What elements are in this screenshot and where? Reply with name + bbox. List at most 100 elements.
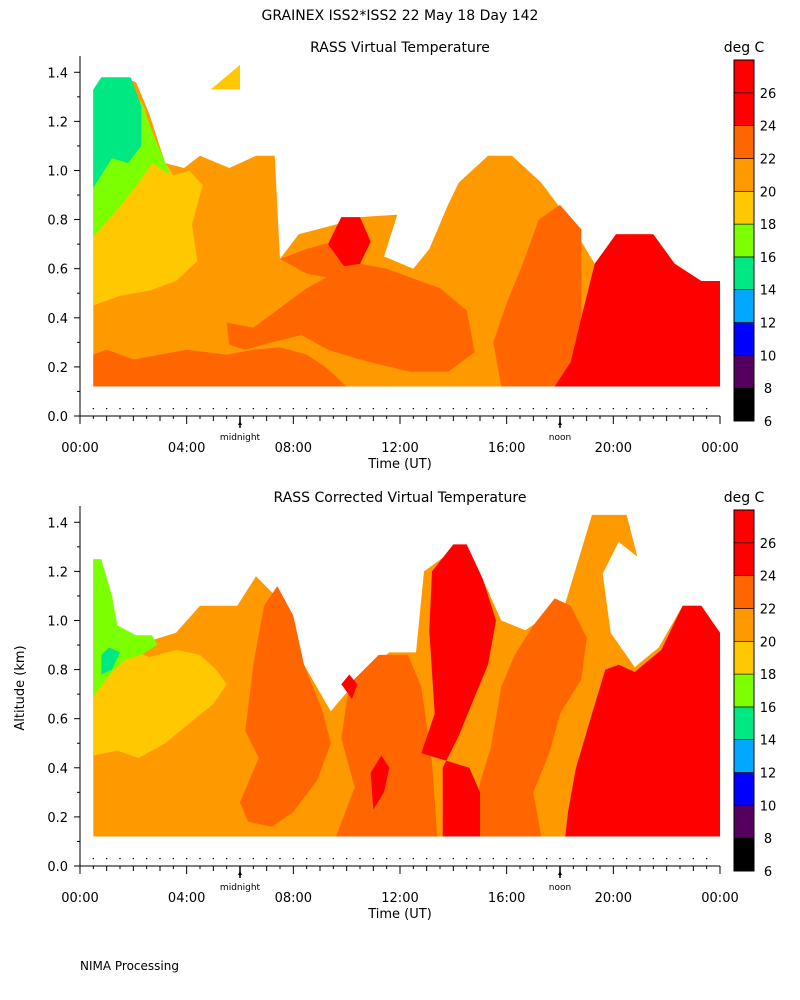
sample-dot — [705, 857, 708, 860]
x-tick-label: 20:00 — [595, 891, 632, 906]
sample-dot — [665, 857, 668, 860]
sample-dot — [265, 857, 268, 860]
sample-dot — [239, 407, 241, 410]
sample-dot — [639, 857, 641, 860]
x-tick-label: 12:00 — [381, 891, 418, 906]
colorbar-tick-label: 10 — [760, 799, 777, 814]
colorbar-band — [733, 706, 755, 741]
y-tick-label: 1.0 — [47, 164, 68, 179]
footer-note: NIMA Processing — [80, 959, 179, 973]
sample-dot — [212, 407, 215, 410]
colorbar-band — [733, 158, 755, 192]
colorbar-band — [733, 509, 755, 544]
sample-dot — [465, 857, 468, 860]
sample-dot — [132, 857, 135, 860]
temperature-region — [101, 647, 120, 675]
y-tick-label: 0.4 — [47, 312, 68, 327]
colorbar-tick-label: 16 — [760, 251, 777, 266]
temperature-region — [421, 544, 496, 837]
sample-dot — [585, 407, 588, 410]
sample-dot — [572, 407, 575, 410]
sample-dot — [705, 407, 708, 410]
y-tick-label: 1.2 — [47, 565, 68, 580]
sample-dot — [439, 857, 441, 860]
temperature-region — [328, 217, 371, 267]
y-tick-label: 1.2 — [47, 115, 68, 130]
colorbar-tick-label: 14 — [760, 734, 777, 749]
sample-dot — [492, 407, 495, 410]
colorbar-tick-label: 24 — [760, 120, 777, 135]
colorbar-band — [733, 608, 755, 642]
sample-dot — [532, 857, 535, 860]
y-tick-label: 1.4 — [47, 66, 68, 81]
sample-dot — [545, 407, 548, 410]
sample-dot — [199, 857, 201, 860]
sample-dot — [425, 857, 428, 860]
colorbar-band — [733, 92, 755, 126]
colorbar-tick-label: 22 — [760, 602, 777, 617]
sample-dot — [359, 857, 361, 860]
colorbar-band — [733, 289, 755, 323]
x-tick-label: 16:00 — [488, 891, 525, 906]
sample-dot — [452, 407, 455, 410]
colorbar-band — [733, 805, 755, 839]
sample-dot — [412, 857, 415, 860]
sample-dot — [612, 857, 615, 860]
sample-dot — [372, 407, 375, 410]
sample-dot — [279, 407, 281, 410]
sample-dot — [145, 407, 148, 410]
sample-dot — [479, 857, 481, 860]
y-axis-label: Altitude (km) — [13, 645, 28, 730]
colorbar-tick-label: 20 — [760, 185, 777, 200]
colorbar-band — [733, 542, 755, 576]
sample-dot — [119, 407, 121, 410]
x-tick-label: 00:00 — [701, 441, 738, 456]
colorbar-band — [733, 387, 755, 422]
sample-dot — [172, 857, 175, 860]
sample-dot — [92, 407, 95, 410]
y-tick-label: 1.4 — [47, 516, 68, 531]
marker-label: midnight — [220, 883, 261, 893]
sample-dot — [572, 857, 575, 860]
sample-dot — [425, 407, 428, 410]
y-tick-label: 0.4 — [47, 762, 68, 777]
panel-virtual-temperature: RASS Virtual Temperature deg C 0.0 0.2 0.4… — [47, 40, 776, 472]
x-tick-label: 00:00 — [701, 891, 738, 906]
y-tick-label: 0.8 — [47, 214, 68, 229]
x-tick-label: 08:00 — [275, 891, 312, 906]
sample-dot — [172, 407, 175, 410]
sample-dot — [159, 857, 161, 860]
sample-dot — [412, 407, 415, 410]
temperature-region — [210, 64, 240, 90]
sample-dot — [545, 857, 548, 860]
y-tick-label: 0.2 — [47, 811, 68, 826]
marker-arrow — [238, 871, 242, 875]
sample-dot — [452, 857, 455, 860]
colorbar-band — [733, 673, 755, 708]
sample-dot — [239, 857, 241, 860]
colorbar-tick-label: 6 — [764, 865, 772, 880]
x-tick-label: 04:00 — [168, 441, 205, 456]
sample-dot — [225, 857, 228, 860]
sample-dot — [185, 857, 188, 860]
x-tick-label: 00:00 — [61, 441, 98, 456]
sample-dot — [372, 857, 375, 860]
sample-dot — [345, 407, 348, 410]
colorbar-frame — [733, 59, 755, 422]
y-tick-label: 0.6 — [47, 713, 68, 728]
colorbar: 6 8 10 12 14 16 18 20 22 24 26 — [733, 509, 777, 880]
colorbar-tick-label: 12 — [760, 767, 777, 782]
sample-dot — [652, 857, 655, 860]
x-tick-label: 08:00 — [275, 441, 312, 456]
temperature-region — [240, 586, 331, 827]
sample-dot — [252, 857, 255, 860]
panel-title: RASS Corrected Virtual Temperature — [274, 490, 527, 506]
y-tick-label: 0.8 — [47, 664, 68, 679]
x-tick-label: 16:00 — [488, 441, 525, 456]
sample-dot — [692, 407, 695, 410]
sample-dot — [399, 857, 401, 860]
colorbar-band — [733, 256, 755, 291]
sample-dot — [559, 857, 561, 860]
sample-dot — [679, 857, 681, 860]
colorbar-band — [733, 575, 755, 609]
